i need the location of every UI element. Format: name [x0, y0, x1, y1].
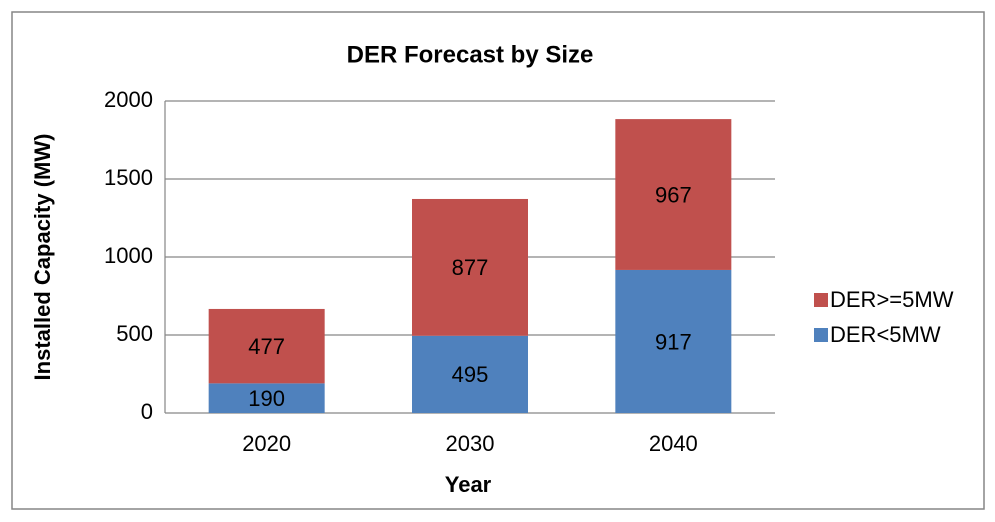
x-tick-label: 2030 [446, 431, 495, 456]
y-tick-label: 0 [141, 399, 153, 424]
bar-segment [412, 335, 528, 413]
chart-title: DER Forecast by Size [347, 41, 594, 68]
y-axis-label: Installed Capacity (MW) [30, 134, 55, 381]
x-axis-label: Year [445, 472, 492, 497]
y-tick-label: 2000 [104, 87, 153, 112]
x-tick-label: 2040 [649, 431, 698, 456]
bar-segment [208, 308, 325, 384]
bar-segment [208, 383, 325, 413]
y-tick-label: 1000 [104, 243, 153, 268]
data-label: 967 [655, 182, 692, 207]
legend-label: DER>=5MW [830, 287, 954, 312]
data-label: 477 [248, 334, 285, 359]
y-tick-label: 1500 [104, 165, 153, 190]
y-tick-label: 500 [116, 321, 153, 346]
legend-swatch [814, 328, 828, 342]
x-tick-label: 2020 [242, 431, 291, 456]
legend-label: DER<5MW [830, 322, 941, 347]
legend-swatch [814, 293, 828, 307]
data-label: 917 [655, 329, 692, 354]
bar-segment [615, 119, 732, 270]
data-label: 190 [248, 386, 285, 411]
data-label: 495 [452, 362, 489, 387]
data-label: 877 [452, 255, 489, 280]
bar-segment [412, 198, 528, 336]
bar-segment [615, 269, 732, 413]
